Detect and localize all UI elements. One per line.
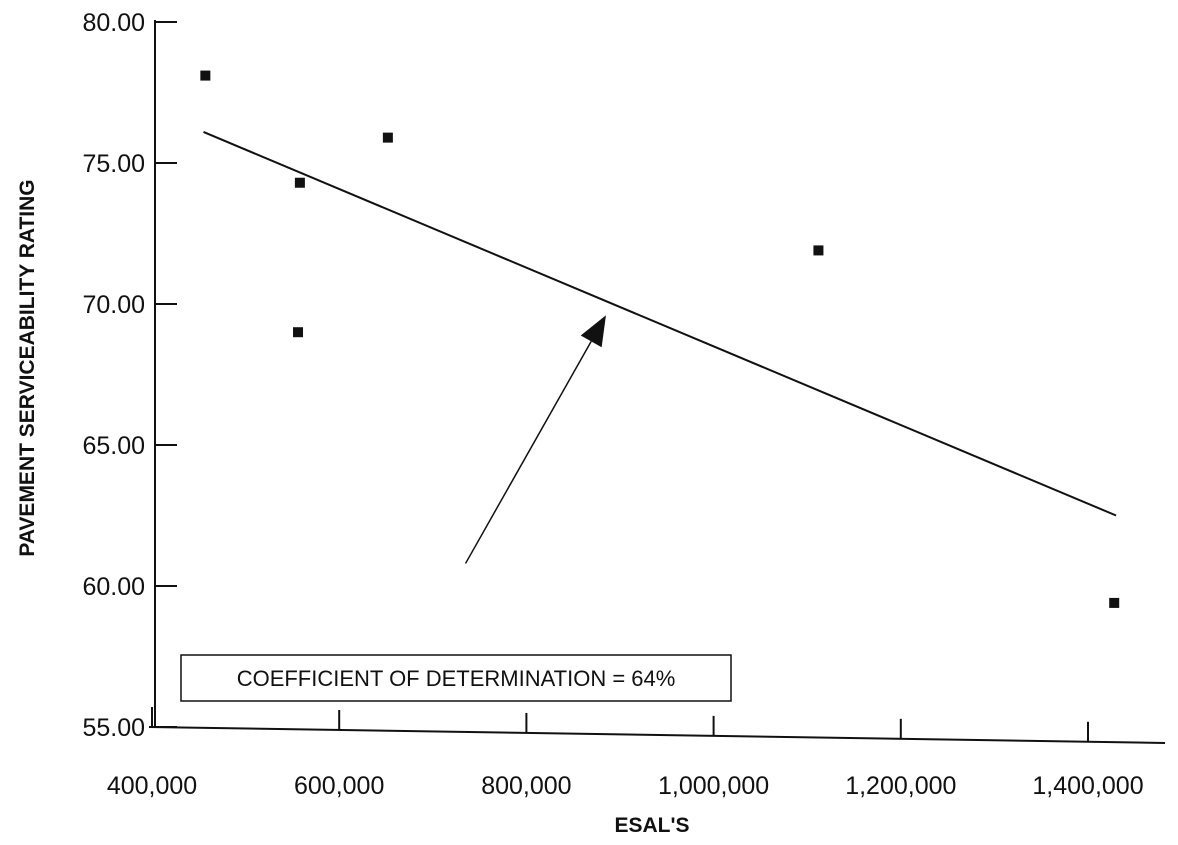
annotation-box bbox=[180, 654, 732, 702]
axes bbox=[148, 20, 1166, 744]
y-tick-label-1: 60.00 bbox=[82, 573, 145, 601]
y-tick-label-4: 75.00 bbox=[82, 150, 145, 178]
y-tick-label-5: 80.00 bbox=[82, 9, 145, 37]
y-tick-label-2: 65.00 bbox=[82, 432, 145, 460]
trendline-group bbox=[203, 131, 1117, 517]
x-tick-label-2: 800,000 bbox=[481, 772, 571, 800]
x-axis-title: ESAL'S bbox=[614, 814, 689, 837]
x-tick-label-0: 400,000 bbox=[107, 772, 197, 800]
y-axis-title: PAVEMENT SERVICEABILITY RATING bbox=[16, 179, 39, 556]
annotation-arrow-line bbox=[464, 341, 592, 564]
data-point-5 bbox=[1109, 597, 1120, 608]
data-point-4 bbox=[813, 245, 824, 256]
trendline bbox=[203, 131, 1117, 517]
annotation-arrowhead bbox=[580, 315, 606, 348]
x-tick-label-3: 1,000,000 bbox=[658, 772, 769, 800]
data-points bbox=[200, 70, 1120, 608]
y-tick-label-3: 70.00 bbox=[82, 291, 145, 319]
annotation-text: COEFFICIENT OF DETERMINATION = 64% bbox=[237, 666, 676, 691]
tick-marks bbox=[151, 21, 1089, 742]
x-tick-label-4: 1,200,000 bbox=[845, 772, 956, 800]
data-point-0 bbox=[200, 70, 211, 81]
x-axis-line bbox=[148, 726, 1166, 744]
tick-labels: 55.00 60.00 65.00 70.00 75.00 80.00 400,000 600… bbox=[82, 9, 1143, 800]
data-point-2 bbox=[293, 327, 304, 338]
data-point-3 bbox=[382, 132, 393, 143]
data-point-1 bbox=[294, 177, 305, 188]
x-tick-label-1: 600,000 bbox=[294, 772, 384, 800]
y-tick-label-0: 55.00 bbox=[82, 714, 145, 742]
annotation-group: COEFFICIENT OF DETERMINATION = 64% bbox=[180, 315, 732, 702]
x-tick-label-5: 1,400,000 bbox=[1032, 772, 1143, 800]
